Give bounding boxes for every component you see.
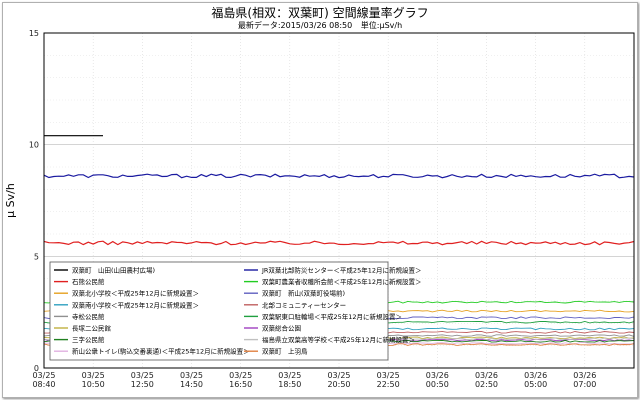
- legend-label: 双葉町 新山(双葉町役場前): [262, 289, 345, 298]
- legend-label: 長塚二公民館: [72, 324, 112, 333]
- legend-label: 双葉町 上羽鳥: [262, 347, 308, 356]
- y-tick-label: 5: [34, 252, 39, 261]
- legend-label: 双葉駅東口駐輪場＜平成25年12月に新規設置＞: [262, 312, 402, 321]
- legend-label: 双葉南小学校＜平成25年12月に新規設置＞: [72, 300, 199, 309]
- legend: 双葉町 山田(山田農村広場) JR双葉北部防災センター＜平成25年12月に新規設置…: [49, 261, 422, 361]
- legend-label: 双葉北小学校＜平成25年12月に新規設置＞: [72, 289, 199, 298]
- x-tick-time: 16:50: [229, 380, 252, 389]
- x-tick-date: 03/25: [180, 371, 203, 380]
- x-tick-time: 18:50: [278, 380, 301, 389]
- x-tick-date: 03/25: [377, 371, 400, 380]
- x-tick-time: 05:00: [524, 380, 547, 389]
- x-tick-date: 03/26: [475, 371, 498, 380]
- series-line: [43, 173, 635, 179]
- x-tick-time: 10:50: [82, 380, 105, 389]
- y-tick-label: 0: [34, 364, 39, 373]
- plot-border: [43, 32, 635, 369]
- legend-label: 双葉町農業者収穫所会館＜平成25年12月に新規設置＞: [262, 277, 422, 286]
- x-tick-date: 03/25: [82, 371, 105, 380]
- legend-label: 双葉町 山田(山田農村広場): [72, 266, 155, 275]
- x-tick-date: 03/25: [32, 371, 55, 380]
- legend-label: 北部コミュニティーセンター: [262, 300, 346, 309]
- legend-label: 寺松公民館: [72, 312, 105, 321]
- chart-title: 福島県(相双：双葉町) 空間線量率グラフ: [211, 6, 429, 20]
- x-tick-date: 03/26: [426, 371, 449, 380]
- x-tick-date: 03/26: [573, 371, 596, 380]
- y-axis-label: μ Sv/h: [4, 183, 17, 218]
- legend-label: 三字公民館: [72, 335, 105, 344]
- x-tick-time: 08:40: [32, 380, 55, 389]
- legend-label: 新山公衆トイレ(駒込交番裏通)＜平成25年12月に新規設置＞: [72, 347, 250, 356]
- x-tick-time: 22:50: [377, 380, 400, 389]
- axis-layer: 05101503/2508:4003/2510:5003/2512:5003/2…: [4, 29, 635, 389]
- latest-data-label: 最新データ:2015/03/26 08:50: [237, 21, 353, 30]
- x-tick-time: 12:50: [131, 380, 154, 389]
- legend-label: 石熊公民館: [72, 277, 105, 286]
- chart-subtitle: 最新データ:2015/03/26 08:50 単位:μSv/h: [0, 20, 640, 31]
- x-tick-time: 07:00: [573, 380, 596, 389]
- x-tick-date: 03/26: [524, 371, 547, 380]
- x-tick-date: 03/25: [229, 371, 252, 380]
- series-line: [43, 240, 635, 246]
- legend-label: 双葉総合公園: [262, 324, 301, 333]
- x-tick-date: 03/25: [278, 371, 301, 380]
- x-tick-date: 03/25: [327, 371, 350, 380]
- legend-label: JR双葉北部防災センター＜平成25年12月に新規設置＞: [261, 266, 421, 275]
- legend-label: 福島県立双葉高等学校＜平成25年12月に新規設置＞: [262, 335, 415, 344]
- x-tick-time: 14:50: [180, 380, 203, 389]
- x-tick-time: 00:50: [426, 380, 449, 389]
- x-tick-time: 02:50: [475, 380, 498, 389]
- y-tick-label: 15: [29, 29, 39, 38]
- y-tick-label: 10: [29, 141, 39, 150]
- x-tick-date: 03/25: [131, 371, 154, 380]
- x-tick-time: 20:50: [327, 380, 350, 389]
- legend-box: [49, 261, 389, 361]
- unit-label: 単位:μSv/h: [360, 21, 403, 30]
